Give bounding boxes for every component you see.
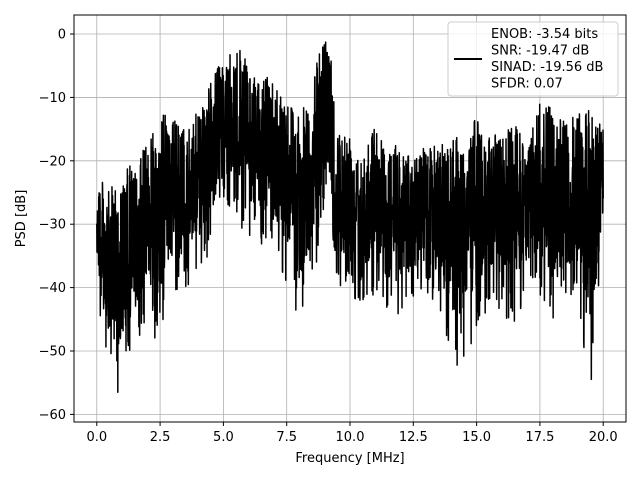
- x-tick-label: 17.5: [525, 430, 554, 445]
- y-tick-label: −10: [39, 91, 66, 106]
- x-tick-label: 7.5: [276, 430, 297, 445]
- legend-entry: ENOB: -3.54 bits: [491, 27, 598, 42]
- y-tick-label: −40: [39, 281, 66, 296]
- legend-box: [447, 21, 619, 97]
- x-axis: 0.0 2.5 5.0 7.5 10.0 12.5 15.0 17.5 20.0: [86, 422, 618, 445]
- x-axis-label: Frequency [MHz]: [295, 451, 404, 466]
- y-tick-label: −50: [39, 344, 66, 359]
- x-tick-label: 0.0: [86, 430, 107, 445]
- y-axis: 0 −10 −20 −30 −40 −50 −60: [39, 28, 74, 423]
- y-tick-label: 0: [58, 28, 66, 43]
- legend-entry: SFDR: 0.07: [491, 77, 563, 92]
- y-tick-label: −30: [39, 218, 66, 233]
- y-tick-label: −60: [39, 408, 66, 423]
- psd-series-line: [96, 41, 604, 394]
- x-tick-label: 5.0: [213, 430, 234, 445]
- x-tick-label: 2.5: [150, 430, 171, 445]
- x-tick-label: 20.0: [589, 430, 618, 445]
- y-tick-label: −20: [39, 154, 66, 169]
- psd-trace-group: [96, 41, 604, 394]
- y-axis-label: PSD [dB]: [14, 190, 29, 248]
- x-tick-label: 10.0: [336, 430, 365, 445]
- legend-entry: SNR: -19.47 dB: [491, 44, 589, 59]
- x-tick-label: 12.5: [399, 430, 428, 445]
- legend-entry: SINAD: -19.56 dB: [491, 60, 603, 75]
- x-tick-label: 15.0: [462, 430, 491, 445]
